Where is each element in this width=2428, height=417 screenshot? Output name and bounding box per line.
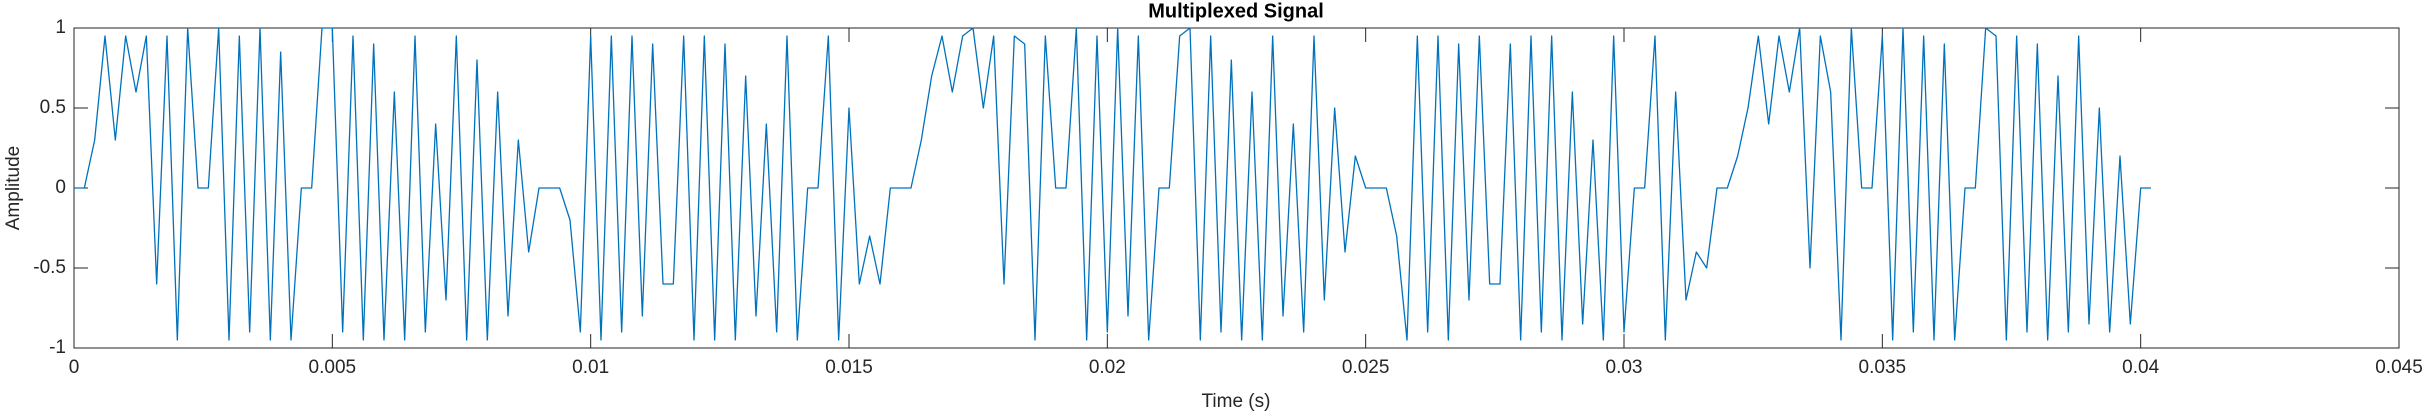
x-tick-label: 0.005 — [309, 357, 357, 378]
y-tick-label: -0.5 — [33, 257, 66, 278]
x-tick-label: 0.04 — [2122, 357, 2159, 378]
chart-title: Multiplexed Signal — [1148, 0, 1324, 22]
x-tick-label: 0.01 — [572, 357, 609, 378]
y-axis-label: Amplitude — [3, 146, 24, 231]
y-tick-label: 1 — [55, 17, 66, 38]
x-tick-label: 0.025 — [1342, 357, 1390, 378]
x-tick-label: 0 — [69, 357, 80, 378]
x-tick-label: 0.015 — [825, 357, 873, 378]
y-tick-label: -1 — [49, 337, 66, 358]
x-axis-label: Time (s) — [1202, 391, 1271, 412]
x-tick-label: 0.045 — [2375, 357, 2423, 378]
x-tick-label: 0.03 — [1606, 357, 1643, 378]
x-tick-label: 0.035 — [1859, 357, 1907, 378]
x-tick-label: 0.02 — [1089, 357, 1126, 378]
y-tick-label: 0 — [55, 177, 66, 198]
y-tick-label: 0.5 — [40, 97, 66, 118]
signal-line — [74, 27, 2151, 341]
